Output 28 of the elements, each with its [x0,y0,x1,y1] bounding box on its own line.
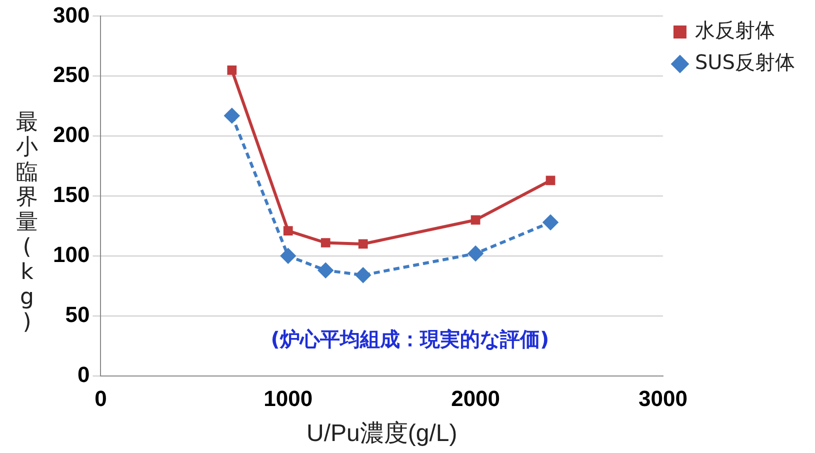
text: 最小臨界量(kg) [16,110,38,335]
x-tick-label: 1000 [264,386,313,412]
point [318,262,334,278]
legend-label: SUS反射体 [694,50,795,74]
point [227,65,237,75]
y-tick-label: 100 [52,242,90,267]
x-axis-title: U/Pu濃度(g/L) [306,420,458,448]
y-tick-label: 200 [52,122,90,148]
annotation: (炉心平均組成：現実的な評価) [270,327,550,352]
point [320,238,330,248]
point [470,215,480,225]
y-tick-label: 0 [77,362,90,387]
x-tick-label: 3000 [638,386,688,412]
y-tick-label: 300 [52,2,90,28]
y-tick-label: 50 [65,302,90,327]
point [468,246,484,262]
point [358,239,368,249]
point [224,108,240,124]
legend-label: 水反射体 [694,18,775,42]
point [356,268,371,283]
y-tick-label: 150 [52,182,90,208]
x-tick-label: 0 [94,386,107,412]
point [543,214,558,230]
point [280,248,296,264]
y-tick-label: 250 [52,62,90,88]
point [546,176,556,186]
x-tick-label: 2000 [451,386,500,412]
point [283,226,293,236]
